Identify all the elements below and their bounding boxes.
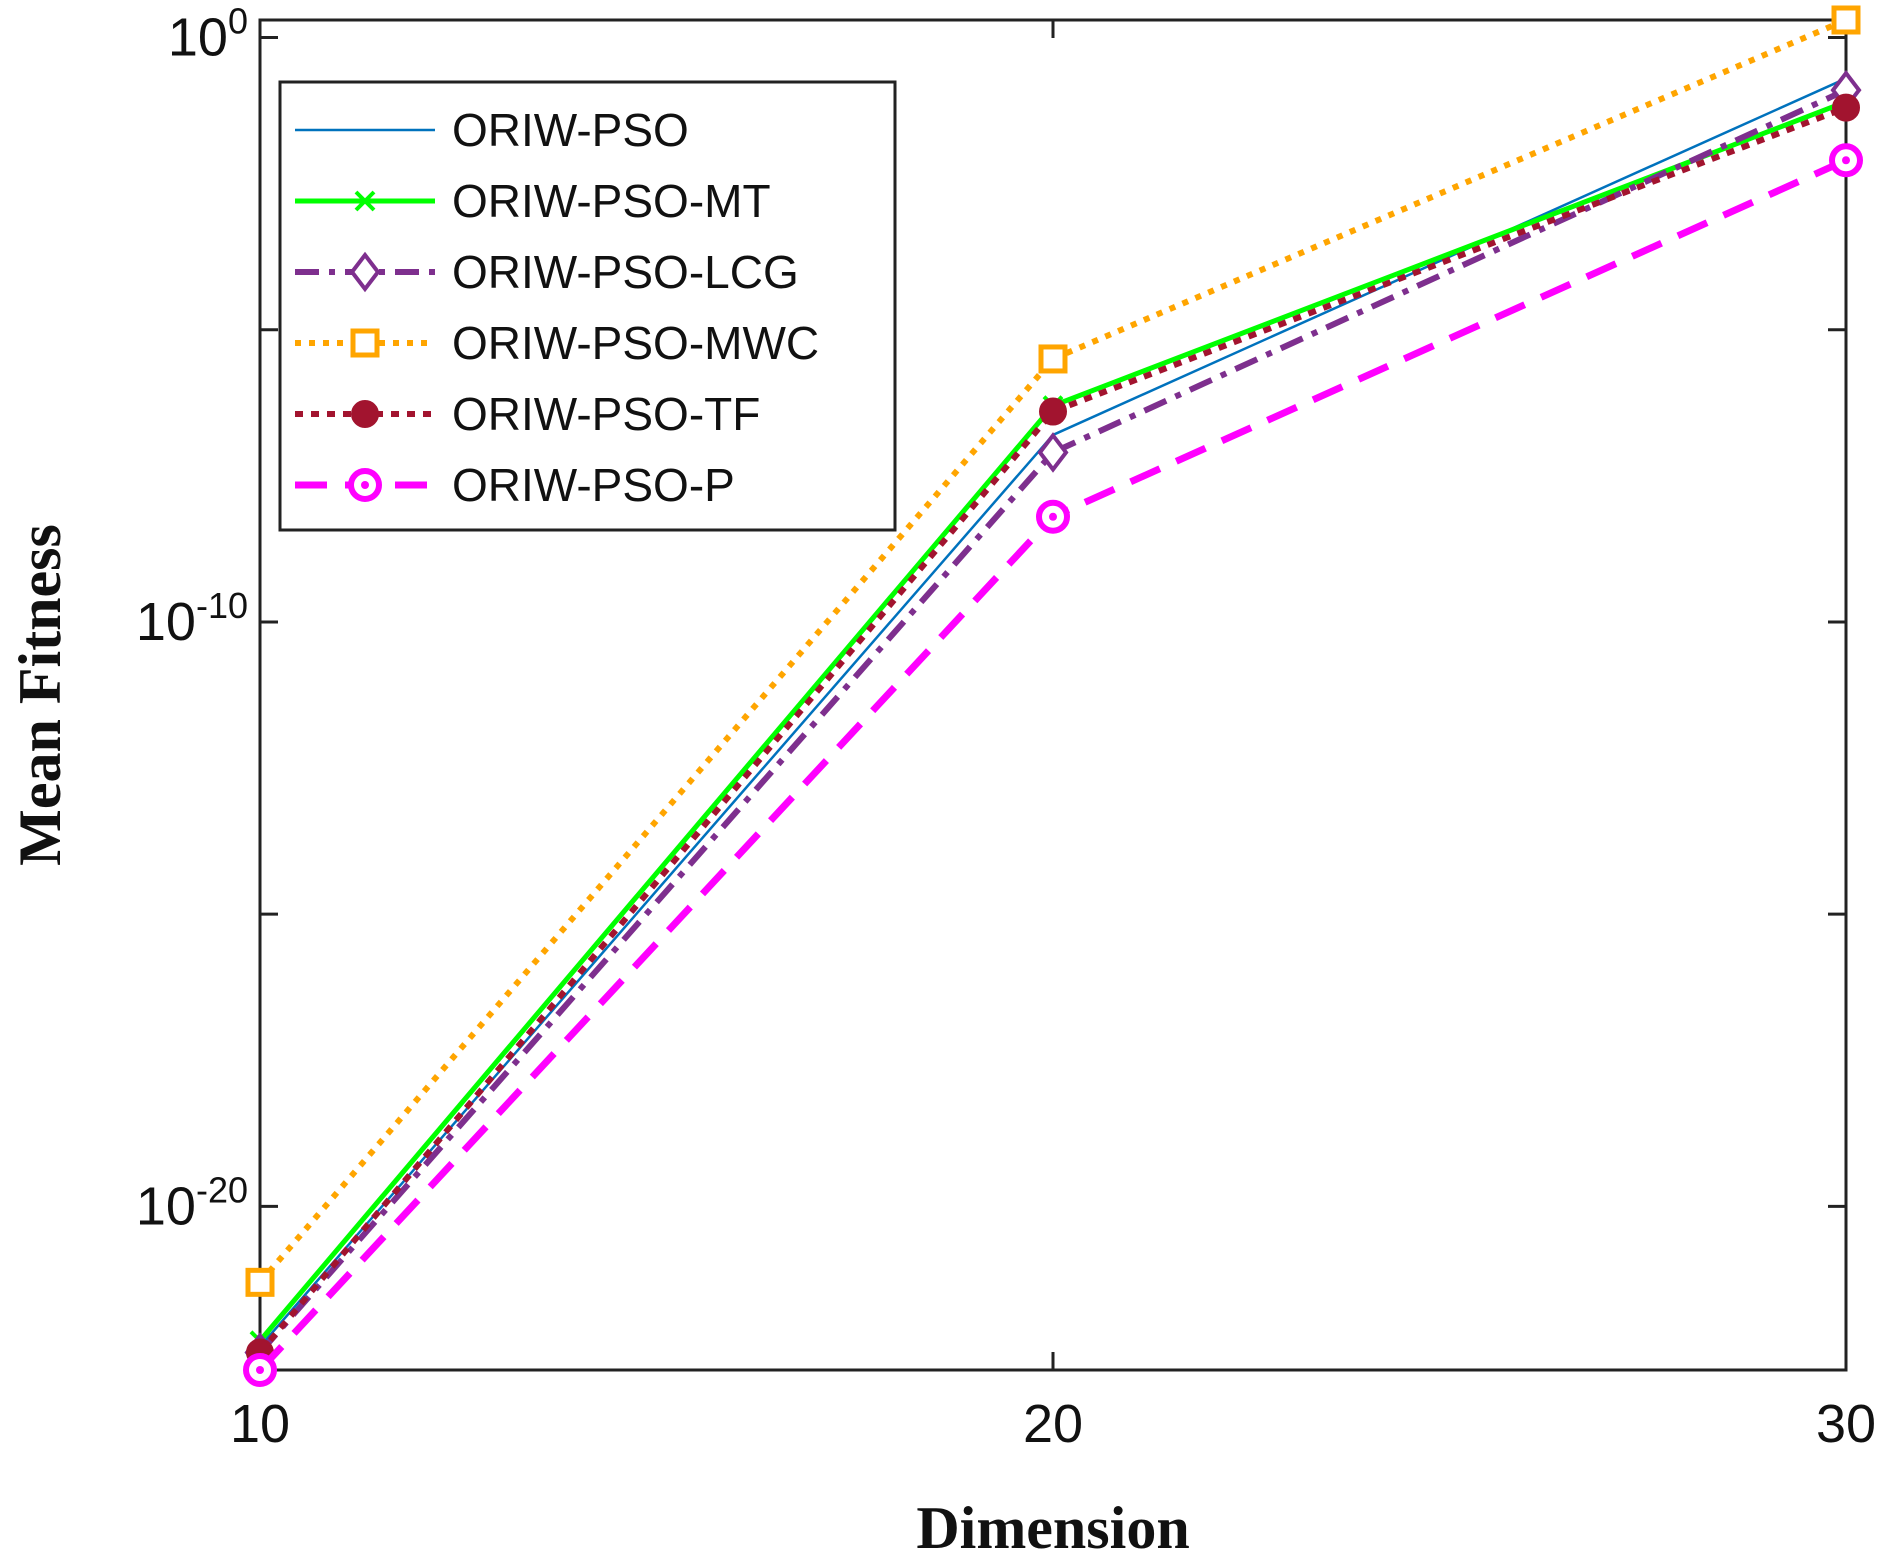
y-tick-label: 10-20 bbox=[136, 1169, 248, 1236]
series-line bbox=[257, 104, 1848, 1355]
legend-entry: ORIW-PSO-MT bbox=[295, 175, 771, 227]
data-point bbox=[245, 1267, 275, 1297]
legend-label: ORIW-PSO bbox=[452, 104, 689, 156]
legend-entry: ORIW-PSO-TF bbox=[295, 388, 760, 440]
y-tick-label: 10-10 bbox=[136, 585, 248, 652]
y-axis-title: Mean Fitness bbox=[7, 524, 73, 866]
x-tick-label: 20 bbox=[1023, 1394, 1083, 1454]
legend-label: ORIW-PSO-MWC bbox=[452, 317, 819, 369]
legend-label: ORIW-PSO-MT bbox=[452, 175, 771, 227]
legend: ORIW-PSO ORIW-PSO-MT ORIW-PSO-LCG ORIW-PSO-… bbox=[278, 80, 897, 532]
series-oriw-pso-mwc bbox=[245, 5, 1861, 1297]
legend-entry: ORIW-PSO-P bbox=[295, 459, 735, 511]
series-oriw-pso-p bbox=[243, 143, 1863, 1387]
legend-entry: ORIW-PSO bbox=[295, 104, 689, 156]
data-point bbox=[243, 1353, 277, 1387]
y-tick-label: 100 bbox=[168, 1, 248, 68]
legend-marker bbox=[348, 468, 382, 502]
data-point bbox=[1039, 397, 1067, 426]
legend-marker bbox=[351, 400, 379, 428]
x-tick-label: 30 bbox=[1816, 1394, 1876, 1454]
data-point bbox=[1829, 143, 1863, 178]
data-point bbox=[1831, 5, 1861, 35]
legend-marker bbox=[354, 190, 376, 212]
series-line bbox=[257, 17, 1848, 1285]
data-point bbox=[1038, 344, 1068, 374]
series-oriw-pso-tf bbox=[246, 93, 1860, 1367]
x-tick-labels: 10 20 30 bbox=[230, 1394, 1876, 1454]
series-layer bbox=[243, 5, 1863, 1387]
x-tick-label: 10 bbox=[230, 1394, 290, 1454]
legend-entry: ORIW-PSO-LCG bbox=[295, 246, 799, 298]
legend-label: ORIW-PSO-LCG bbox=[452, 246, 799, 298]
legend-marker bbox=[349, 251, 381, 293]
legend-marker bbox=[350, 328, 380, 358]
data-point bbox=[1037, 432, 1069, 473]
data-point bbox=[1036, 499, 1070, 534]
x-axis-title: Dimension bbox=[916, 1495, 1189, 1561]
legend-label: ORIW-PSO-TF bbox=[452, 388, 760, 440]
legend-box bbox=[278, 80, 897, 532]
legend-entry: ORIW-PSO-MWC bbox=[295, 317, 819, 369]
legend-label: ORIW-PSO-P bbox=[452, 459, 735, 511]
y-tick-labels: 100 10-10 10-20 bbox=[136, 1, 248, 1237]
data-point bbox=[1832, 93, 1860, 122]
